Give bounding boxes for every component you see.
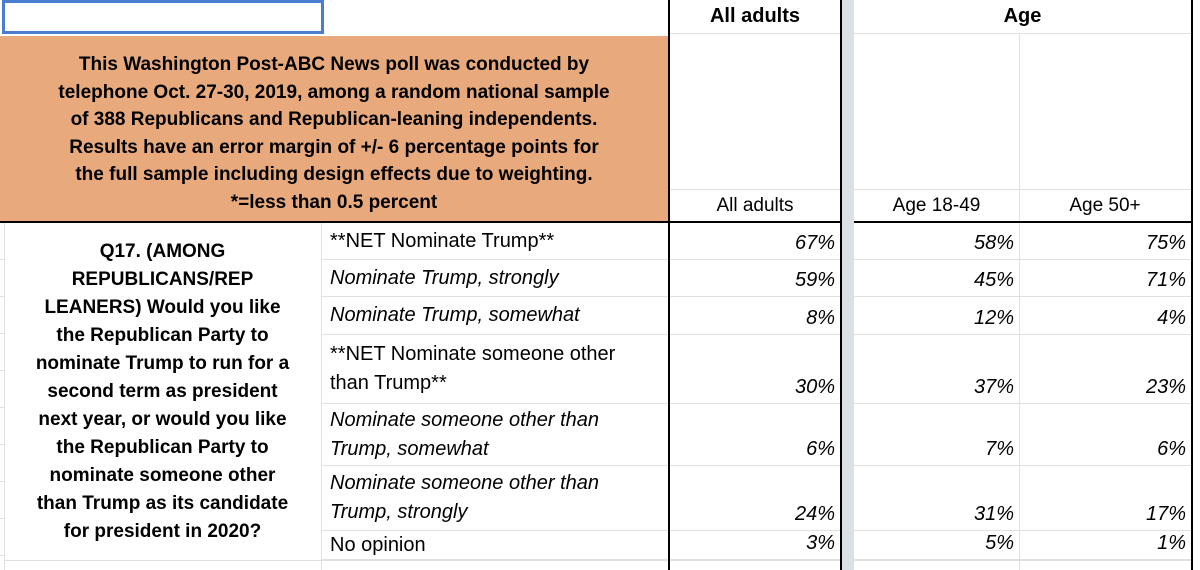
response-label-cell[interactable]: No opinion [321, 531, 668, 560]
gridline-under-header-row [670, 33, 1191, 34]
border-horizontal-under-note [0, 221, 842, 223]
value-cell-all-adults[interactable]: 67% [670, 223, 840, 260]
value-cell-age-18-49[interactable]: 12% [854, 297, 1019, 335]
value-cell-age-50-plus[interactable]: 6% [1019, 404, 1191, 466]
table-row: No opinion 3% 5% 1% [0, 531, 1200, 560]
value-cell-all-adults[interactable]: 30% [670, 335, 840, 404]
value-cell-age-18-49[interactable]: 7% [854, 404, 1019, 466]
poll-methodology-note-cell[interactable]: This Washington Post-ABC News poll was c… [0, 36, 668, 221]
column-gutter [842, 0, 854, 570]
response-label-cell[interactable]: Nominate someone other than Trump, stron… [321, 466, 668, 531]
left-column-sliver-gridlines [0, 223, 4, 570]
subheader-all-adults[interactable]: All adults [716, 195, 794, 216]
value-cell-age-50-plus[interactable]: 4% [1019, 297, 1191, 335]
gridline-vertical-left [4, 223, 5, 570]
value-cell-age-50-plus[interactable]: 17% [1019, 466, 1191, 531]
question-cell[interactable]: Q17. (AMONG REPUBLICANS/REP LEANERS) Wou… [35, 240, 290, 542]
subheader-age-50-plus[interactable]: Age 50+ [1069, 195, 1141, 216]
value-cell-all-adults[interactable]: 59% [670, 260, 840, 297]
value-cell-age-50-plus[interactable]: 1% [1019, 531, 1191, 560]
value-cell-age-18-49[interactable]: 58% [854, 223, 1019, 260]
border-horizontal-under-subheaders [854, 221, 1191, 223]
value-cell-all-adults[interactable]: 6% [670, 404, 840, 466]
gridline-table-bottom [4, 560, 1191, 561]
value-cell-age-50-plus[interactable]: 71% [1019, 260, 1191, 297]
header-all-adults[interactable]: All adults [709, 5, 800, 27]
subheader-age-18-49[interactable]: Age 18-49 [892, 195, 981, 216]
header-age-group[interactable]: Age [1003, 5, 1042, 27]
value-cell-age-50-plus[interactable]: 23% [1019, 335, 1191, 404]
border-vertical-right-of-all-adults [840, 0, 842, 570]
value-cell-age-18-49[interactable]: 31% [854, 466, 1019, 531]
value-cell-age-18-49[interactable]: 37% [854, 335, 1019, 404]
table-row: Nominate Trump, somewhat 8% 12% 4% [0, 297, 1200, 335]
response-label-cell[interactable]: **NET Nominate someone other than Trump*… [321, 335, 668, 404]
response-label-cell[interactable]: Nominate Trump, somewhat [321, 297, 668, 335]
value-cell-age-50-plus[interactable]: 75% [1019, 223, 1191, 260]
table-row: Nominate someone other than Trump, stron… [0, 466, 1200, 531]
table-row: Nominate someone other than Trump, somew… [0, 404, 1200, 466]
response-label-cell[interactable]: **NET Nominate Trump** [321, 223, 668, 260]
table-row: **NET Nominate Trump** 67% 58% 75% [0, 223, 1200, 260]
gridline-vertical-age-columns [1019, 33, 1020, 570]
value-cell-all-adults[interactable]: 3% [670, 531, 840, 560]
value-cell-all-adults[interactable]: 24% [670, 466, 840, 531]
table-row: **NET Nominate someone other than Trump*… [0, 335, 1200, 404]
border-vertical-right-edge [1191, 0, 1193, 570]
results-table: **NET Nominate Trump** 67% 58% 75% Nomin… [0, 223, 1200, 560]
response-label-cell[interactable]: Nominate Trump, strongly [321, 260, 668, 297]
selected-cell[interactable] [2, 0, 324, 34]
table-row: Nominate Trump, strongly 59% 45% 71% [0, 260, 1200, 297]
gridline-above-subheader-row [670, 189, 1191, 190]
value-cell-age-18-49[interactable]: 5% [854, 531, 1019, 560]
response-label-cell[interactable]: Nominate someone other than Trump, somew… [321, 404, 668, 466]
value-cell-all-adults[interactable]: 8% [670, 297, 840, 335]
value-cell-age-18-49[interactable]: 45% [854, 260, 1019, 297]
border-vertical-left-of-all-adults [668, 0, 670, 570]
gridline-vertical-label-column [321, 223, 322, 570]
